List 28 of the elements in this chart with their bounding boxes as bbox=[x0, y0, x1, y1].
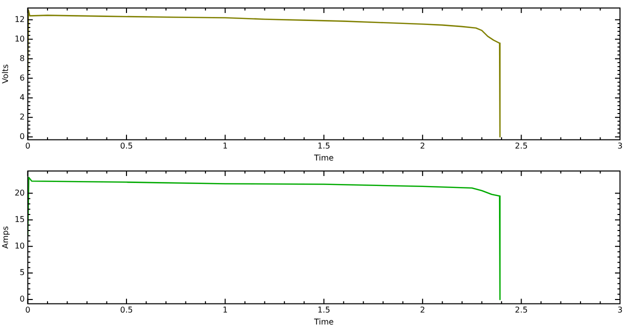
x-tick-label: 0.5 bbox=[120, 306, 133, 315]
y-tick-label: 15 bbox=[14, 214, 25, 224]
y-tick-label: 0 bbox=[20, 132, 25, 141]
x-tick-label: 1 bbox=[222, 142, 228, 151]
x-tick-label: 2 bbox=[420, 306, 426, 315]
x-axis-title: Time bbox=[313, 317, 334, 326]
y-axis-title: Amps bbox=[0, 226, 10, 249]
x-tick-label: 1.5 bbox=[318, 306, 330, 315]
x-tick-label: 2.5 bbox=[514, 142, 528, 151]
y-tick-label: 10 bbox=[14, 34, 25, 44]
y-tick-label: 0 bbox=[20, 294, 25, 304]
y-tick-label: 5 bbox=[20, 268, 25, 278]
y-tick-label: 10 bbox=[14, 242, 25, 251]
y-tick-label: 6 bbox=[20, 73, 25, 82]
x-tick-label: 2.5 bbox=[514, 306, 528, 315]
x-axis-title: Time bbox=[313, 153, 334, 162]
y-tick-label: 4 bbox=[20, 92, 25, 102]
x-tick-label: 3 bbox=[617, 306, 623, 315]
x-tick-label: 3 bbox=[617, 142, 623, 151]
y-axis-title: Volts bbox=[0, 64, 10, 84]
y-tick-label: 20 bbox=[14, 188, 25, 198]
x-tick-label: 1 bbox=[222, 306, 228, 315]
x-tick-label: 1.5 bbox=[318, 142, 330, 151]
y-tick-label: 12 bbox=[14, 14, 25, 24]
x-tick-label: 0.5 bbox=[120, 142, 133, 151]
y-tick-label: 8 bbox=[20, 54, 25, 63]
x-tick-label: 2 bbox=[420, 142, 426, 151]
y-tick-label: 2 bbox=[20, 112, 25, 122]
